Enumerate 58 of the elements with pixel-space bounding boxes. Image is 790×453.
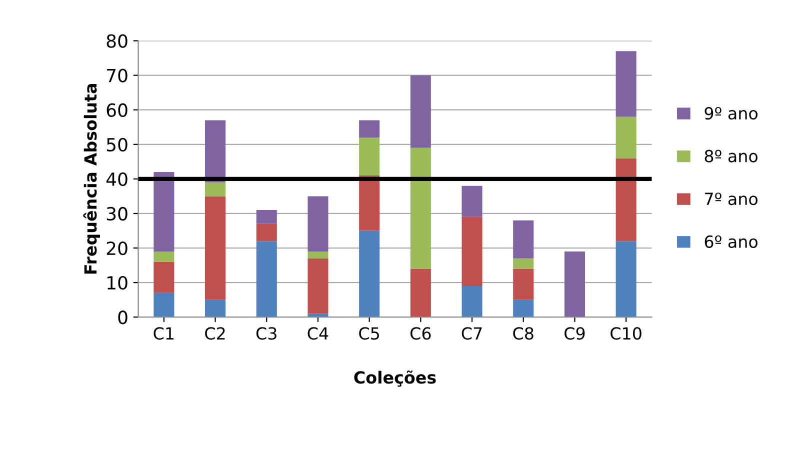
y-tick-label: 50 [106,138,128,152]
bar [359,137,380,176]
bar [462,286,482,318]
bar [462,216,482,286]
bar [256,210,277,224]
y-tick-label: 10 [108,276,128,290]
y-tick-label: 80 [106,34,128,48]
bar [154,172,174,252]
bar [359,230,380,318]
bar [513,258,534,269]
legend-label: 7º ano [705,192,758,206]
bar [410,75,431,148]
bar [256,224,277,242]
bar [410,268,431,318]
x-tick-label: C1 [154,327,174,340]
bar [410,148,431,269]
x-tick-label: C6 [410,327,431,340]
legend-label: 9º ano [704,106,758,120]
y-tick-label: 40 [106,172,128,186]
bar [154,251,174,262]
bar [616,241,636,318]
legend-label: 6º ano [704,235,758,248]
y-tick-label: 30 [106,206,128,221]
x-tick-label: C10 [610,327,642,340]
bar [616,116,636,158]
bar [462,186,482,217]
bar [205,182,226,196]
x-tick-label: C7 [462,327,482,340]
bar [564,251,585,318]
bar [205,300,226,318]
x-tick-label: C8 [513,327,534,340]
y-tick-label: 20 [106,241,128,256]
bar [308,196,328,252]
bar [616,158,636,242]
bar [205,120,226,182]
bar [308,258,328,314]
x-tick-label: C5 [359,327,379,340]
bar [205,196,226,300]
bar [616,51,636,117]
legend-label: 8º ano [704,150,758,162]
bar [154,292,174,318]
y-tick-label: 0 [118,310,128,324]
bar [359,120,380,138]
x-tick-label: C4 [308,327,328,340]
y-axis-title: Frequência Absoluta [83,84,100,274]
y-tick-label: 70 [107,68,128,82]
x-tick-label: C3 [256,327,276,340]
bar [154,262,174,293]
x-tick-label: C2 [205,327,225,340]
x-axis-title: Coleções [354,370,436,387]
x-tick-label: C9 [564,327,585,340]
bar [308,251,328,258]
bar [513,268,534,300]
bar [513,220,534,258]
bar [359,175,380,231]
bar [256,241,277,318]
y-tick-label: 60 [106,103,128,117]
bar [513,300,534,318]
